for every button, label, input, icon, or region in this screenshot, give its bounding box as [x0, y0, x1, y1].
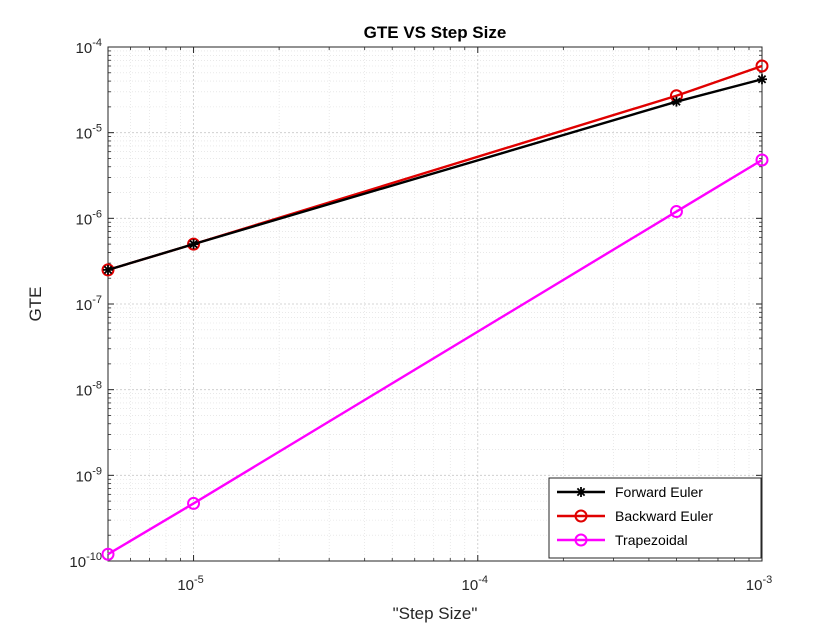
backward-euler-marker: [101, 263, 115, 277]
y-axis-label: GTE: [26, 287, 45, 322]
forward-euler-marker: [103, 264, 113, 275]
trapezoidal-marker: [101, 547, 115, 561]
y-tick-label: 10-10: [69, 551, 102, 571]
x-tick-label: 10-5: [177, 574, 203, 594]
forward-euler-marker: [188, 239, 199, 250]
legend-item-trapezoidal: Trapezoidal: [557, 532, 688, 548]
y-tick-label: 10-9: [76, 465, 102, 485]
legend-label: Backward Euler: [615, 508, 713, 524]
trapezoidal-marker: [755, 153, 769, 167]
forward-euler-marker: [671, 96, 682, 107]
chart-title: GTE VS Step Size: [364, 23, 507, 42]
legend-label: Forward Euler: [615, 484, 703, 500]
legend-marker: [574, 533, 588, 547]
x-tick-label: 10-3: [746, 574, 772, 594]
minor-grid: [108, 47, 762, 561]
x-tick-label: 10-4: [462, 574, 488, 594]
y-tick-label: 10-6: [76, 208, 102, 228]
x-tick-labels: 10-5 10-4 10-3: [177, 574, 772, 594]
series-layer: [101, 59, 769, 561]
x-axis-label: "Step Size": [393, 604, 478, 623]
y-tick-label: 10-5: [76, 123, 102, 143]
y-tick-label: 10-4: [76, 37, 102, 57]
y-tick-label: 10-7: [76, 294, 102, 314]
legend-marker: [576, 487, 586, 497]
y-tick-labels: 10-10 10-9 10-8 10-7 10-6 10-5 10-4: [69, 37, 102, 571]
plot-area-frame: [107, 46, 763, 562]
forward-euler-line: [107, 78, 763, 272]
trapezoidal-marker: [669, 205, 683, 219]
legend: Forward Euler Backward Euler Trapezoidal: [548, 477, 762, 559]
legend-marker: [574, 509, 588, 523]
legend-item-forward-euler: Forward Euler: [557, 484, 703, 500]
legend-item-backward-euler: Backward Euler: [557, 508, 713, 524]
backward-euler-marker: [187, 237, 201, 251]
trapezoidal-line: [107, 158, 763, 556]
legend-label: Trapezoidal: [615, 532, 688, 548]
y-tick-label: 10-8: [76, 380, 102, 400]
forward-euler-marker: [757, 74, 767, 85]
backward-euler-marker: [755, 59, 769, 73]
trapezoidal-marker: [187, 496, 201, 510]
